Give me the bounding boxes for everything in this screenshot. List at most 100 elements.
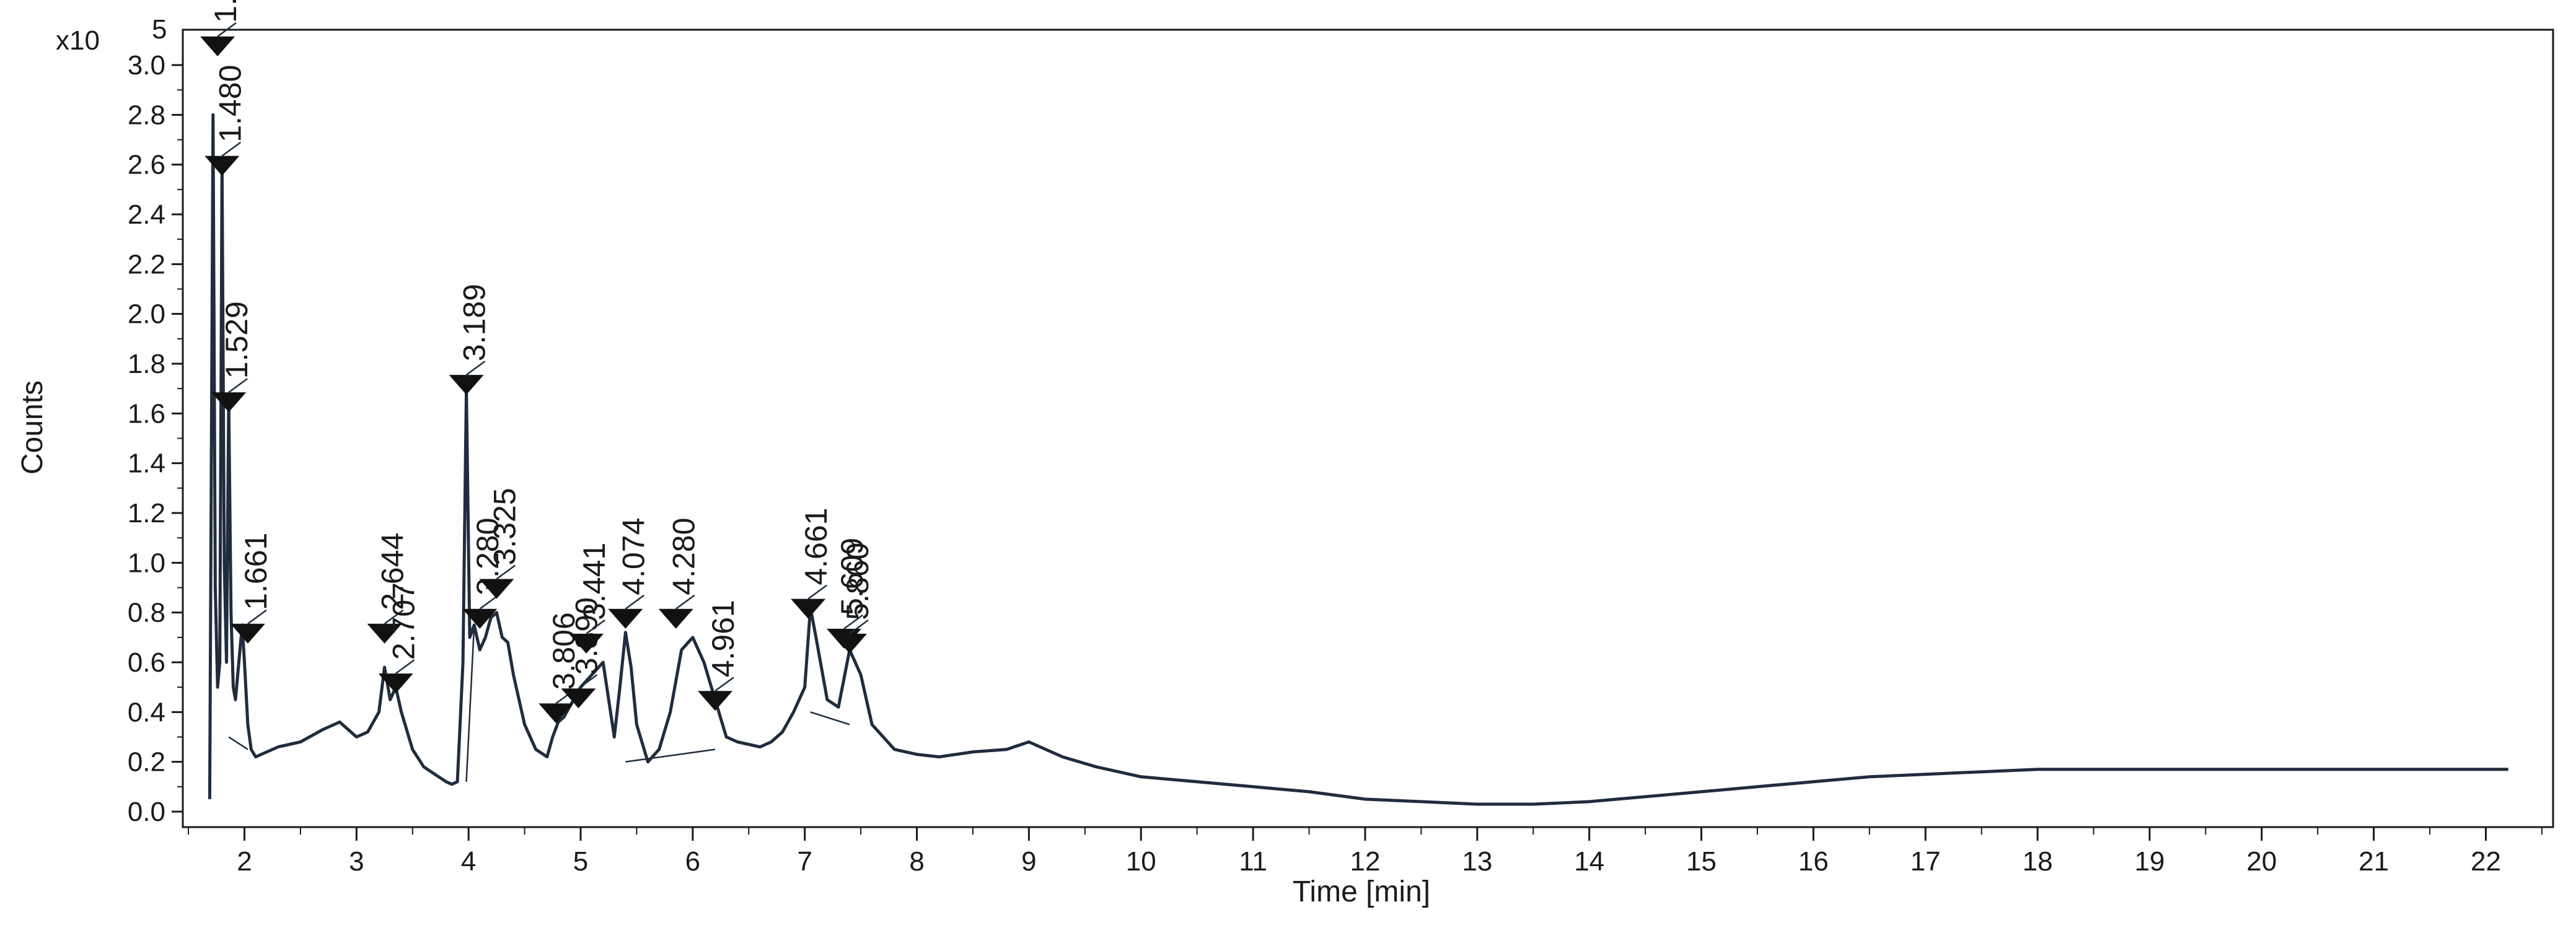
y-multiplier-label: x10 — [56, 25, 100, 56]
peak-label: 2.644 — [376, 533, 410, 610]
peak-label: 1.529 — [219, 301, 254, 379]
y-tick-label: 0.4 — [128, 697, 165, 727]
x-tick-label: 3 — [349, 846, 364, 877]
peak-leader-line — [479, 594, 499, 610]
baseline-segment — [810, 711, 850, 726]
x-tick-label: 11 — [1239, 846, 1267, 877]
peak-label: 4.661 — [799, 508, 833, 585]
x-tick-label: 22 — [2471, 846, 2501, 877]
peak-marker — [658, 608, 693, 629]
peak-leader-line — [586, 619, 605, 634]
peak-leader-line — [807, 584, 827, 600]
peak-marker — [538, 703, 574, 724]
y-axis-title: Counts — [16, 380, 49, 475]
peak-label: 3.189 — [457, 284, 492, 361]
y-tick-label: 1.4 — [128, 449, 165, 479]
peak-leader-line — [849, 619, 869, 634]
x-tick-label: 19 — [2134, 846, 2165, 877]
peak-marker — [608, 608, 643, 629]
y-tick-label: 1.0 — [128, 548, 165, 578]
x-tick-label: 17 — [1910, 846, 1941, 877]
x-tick-label: 16 — [1798, 846, 1829, 877]
x-axis-title: Time [min] — [1293, 875, 1430, 908]
x-tick-label: 13 — [1462, 846, 1492, 877]
peak-marker — [832, 633, 868, 654]
y-tick-label: 0.8 — [128, 598, 165, 628]
peak-marker — [698, 691, 733, 711]
peak-marker — [479, 579, 514, 599]
peak-label: 3.441 — [577, 543, 612, 620]
peak-leader-line — [221, 141, 242, 157]
y-tick-label: 2.4 — [128, 199, 165, 230]
peak-label: 5.609 — [835, 538, 869, 615]
peak-label: 1.480 — [213, 65, 247, 142]
peak-leader-line — [625, 594, 645, 610]
y-axis: 0.0 0.2 0.4 0.6 0.8 1.0 1.2 1.4 1.6 1.8 2.0 2.2 2.4 2… — [128, 50, 183, 827]
peak-marker — [230, 623, 265, 644]
x-tick-label: 9 — [1021, 846, 1036, 877]
x-tick-label: 21 — [2358, 846, 2389, 877]
plot-frame — [182, 28, 2554, 828]
y-tick-label: 1.2 — [128, 498, 165, 528]
peak-label: 1.661 — [239, 533, 273, 610]
x-tick-label: 10 — [1126, 846, 1156, 877]
x-tick-label: 5 — [573, 846, 588, 877]
peak-leader-line — [578, 674, 598, 690]
peak-leader-line — [843, 614, 863, 629]
peak-label: 3.806 — [547, 612, 581, 690]
peak-marker — [200, 36, 235, 56]
baseline-segment — [228, 736, 248, 750]
peak-label: 1.400 — [208, 0, 243, 23]
y-tick-label: 0.6 — [128, 647, 165, 678]
baseline-segment — [465, 625, 475, 782]
peak-marker — [561, 688, 596, 709]
x-tick-label: 20 — [2246, 846, 2277, 877]
y-tick-label: 1.8 — [128, 349, 165, 379]
y-tick-label: 1.6 — [128, 398, 165, 429]
y-tick-label: 2.2 — [128, 249, 165, 279]
x-tick-label: 12 — [1350, 846, 1381, 877]
peak-leader-line — [228, 378, 248, 393]
integration-baselines — [228, 625, 850, 782]
y-tick-label: 0.2 — [128, 747, 165, 778]
peak-leader-line — [395, 659, 415, 675]
x-tick-label: 6 — [685, 846, 700, 877]
series-line — [208, 113, 2508, 806]
peak-leader-line — [675, 594, 695, 610]
peak-label: 5.860 — [840, 543, 875, 620]
peak-marker — [569, 633, 604, 654]
y-tick-label: 2.6 — [128, 150, 165, 180]
peak-marker — [367, 623, 402, 644]
peak-label: 4.280 — [667, 518, 701, 595]
y-multiplier-exponent: 5 — [152, 14, 167, 45]
peak-leader-line — [217, 22, 237, 37]
y-tick-label: 2.8 — [128, 100, 165, 130]
x-tick-label: 8 — [909, 846, 924, 877]
peak-leader-line — [714, 677, 734, 692]
peak-marker — [462, 608, 498, 629]
baseline-segment — [625, 748, 716, 763]
peak-marker — [378, 673, 413, 694]
peak-label: 4.074 — [616, 518, 651, 595]
y-tick-label: 3.0 — [128, 50, 165, 81]
x-tick-label: 4 — [461, 846, 476, 877]
peak-leader-line — [465, 361, 486, 376]
peak-marker — [791, 598, 826, 619]
peak-label: 3.325 — [487, 488, 522, 565]
peak-marker — [449, 375, 484, 395]
peak-leader-line — [384, 609, 404, 625]
peak-label: 4.961 — [706, 600, 741, 677]
peak-label: 2.707 — [387, 582, 421, 660]
x-tick-label: 18 — [2023, 846, 2053, 877]
x-tick-label: 7 — [797, 846, 812, 877]
peak-leader-line — [247, 609, 267, 625]
x-tick-label: 14 — [1574, 846, 1604, 877]
y-tick-label: 2.0 — [128, 299, 165, 330]
y-tick-label: 0.0 — [128, 797, 165, 827]
peak-leader-line — [496, 564, 516, 580]
x-axis: 2 3 4 5 6 7 8 9 10 11 12 13 14 15 16 17 18 19 20 21 22 — [188, 827, 2543, 877]
peak-markers: 1.4001.4801.5291.6612.6442.7073.1893.280… — [200, 0, 875, 724]
x-tick-label: 15 — [1686, 846, 1717, 877]
